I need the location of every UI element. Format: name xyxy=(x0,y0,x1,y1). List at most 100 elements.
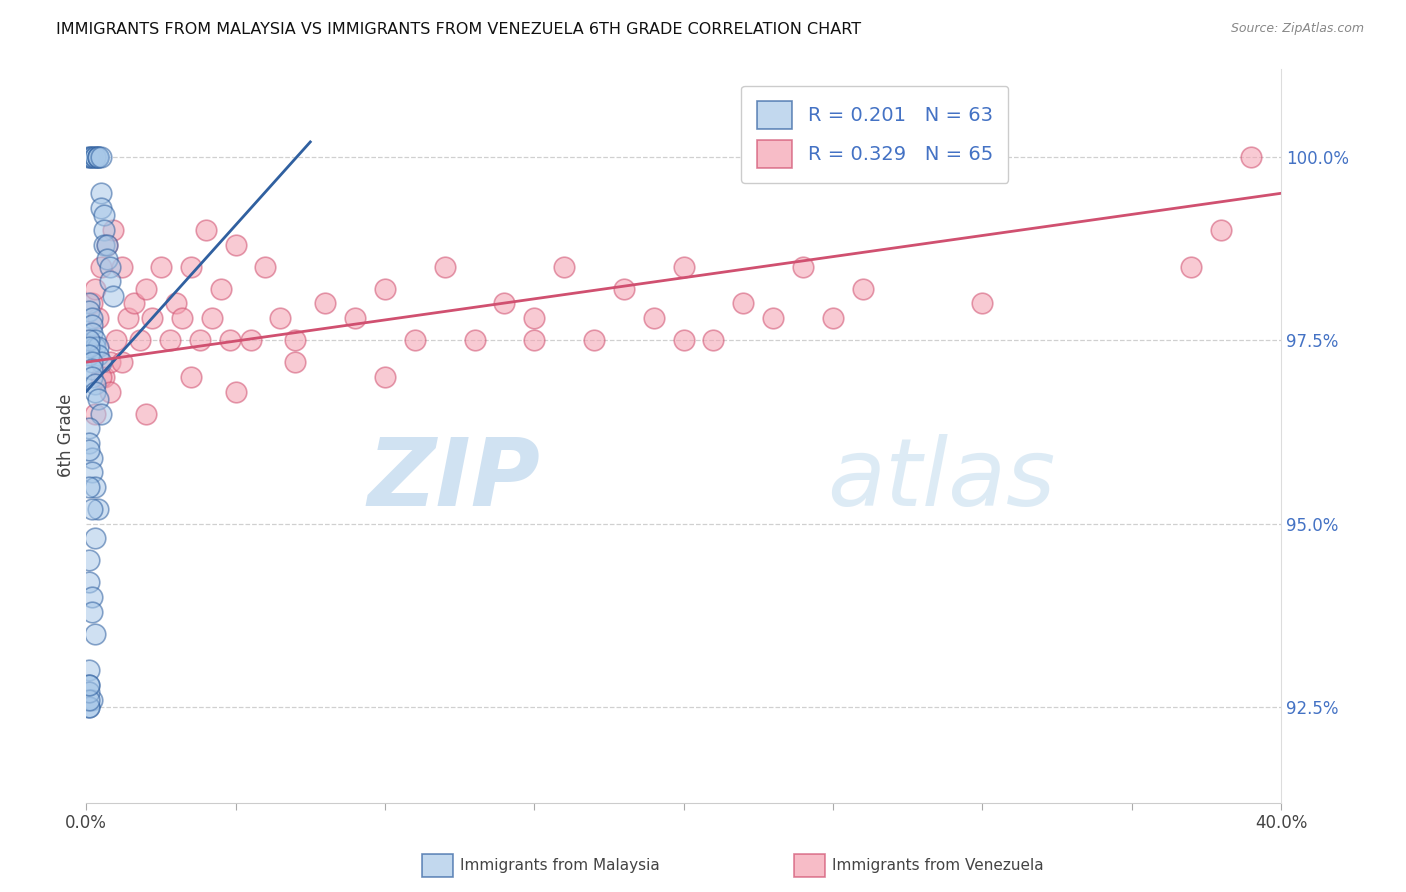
Point xyxy=(84,532,107,546)
Point xyxy=(87,150,110,164)
Point xyxy=(84,333,107,347)
Point xyxy=(82,362,104,376)
Point xyxy=(135,282,157,296)
Point xyxy=(433,260,456,274)
Point xyxy=(201,311,224,326)
Point xyxy=(404,333,426,347)
Text: Immigrants from Malaysia: Immigrants from Malaysia xyxy=(460,858,659,872)
Point xyxy=(101,289,124,303)
Point xyxy=(77,296,100,310)
Point xyxy=(344,311,367,326)
Point xyxy=(84,377,107,392)
Y-axis label: 6th Grade: 6th Grade xyxy=(58,394,75,477)
Point xyxy=(77,700,100,714)
Point xyxy=(98,384,121,399)
Point xyxy=(77,150,100,164)
Text: ZIP: ZIP xyxy=(367,434,540,525)
Point xyxy=(613,282,636,296)
Point xyxy=(523,311,546,326)
Point xyxy=(77,693,100,707)
Point xyxy=(84,282,107,296)
Point xyxy=(1240,150,1263,164)
Point xyxy=(84,341,107,355)
Point xyxy=(77,664,100,678)
Point xyxy=(733,296,755,310)
Point xyxy=(209,282,232,296)
Point xyxy=(84,150,107,164)
Point xyxy=(284,355,307,369)
Text: atlas: atlas xyxy=(827,434,1056,525)
Point xyxy=(87,150,110,164)
Point xyxy=(77,150,100,164)
Point xyxy=(98,260,121,274)
Point xyxy=(90,186,112,201)
Point xyxy=(494,296,516,310)
Point xyxy=(96,252,118,267)
Point xyxy=(141,311,163,326)
Point xyxy=(90,369,112,384)
Point xyxy=(188,333,211,347)
Point xyxy=(553,260,575,274)
Point xyxy=(77,303,100,318)
Point xyxy=(93,369,115,384)
Point xyxy=(122,296,145,310)
Point xyxy=(225,237,247,252)
Point xyxy=(82,150,104,164)
Point xyxy=(762,311,785,326)
Point xyxy=(96,237,118,252)
Point xyxy=(77,341,100,355)
Point xyxy=(77,436,100,450)
Point xyxy=(77,700,100,714)
Point xyxy=(93,237,115,252)
Point xyxy=(643,311,665,326)
Point xyxy=(77,678,100,692)
Legend: R = 0.201   N = 63, R = 0.329   N = 65: R = 0.201 N = 63, R = 0.329 N = 65 xyxy=(741,86,1008,184)
Point xyxy=(84,626,107,640)
Point xyxy=(84,407,107,421)
Point xyxy=(87,150,110,164)
Point xyxy=(672,333,695,347)
Point xyxy=(90,260,112,274)
Point xyxy=(87,348,110,362)
Point xyxy=(77,333,100,347)
Point xyxy=(852,282,875,296)
Point xyxy=(117,311,139,326)
Point xyxy=(77,443,100,458)
Point xyxy=(129,333,152,347)
Point xyxy=(523,333,546,347)
Point xyxy=(82,502,104,516)
Point xyxy=(82,150,104,164)
Point xyxy=(225,384,247,399)
Point xyxy=(464,333,486,347)
Point xyxy=(77,553,100,567)
Point xyxy=(821,311,844,326)
Point xyxy=(98,355,121,369)
Point xyxy=(90,355,112,369)
Point xyxy=(90,201,112,215)
Point xyxy=(87,392,110,406)
Point xyxy=(314,296,336,310)
Point xyxy=(159,333,181,347)
Point xyxy=(77,348,100,362)
Point xyxy=(82,450,104,465)
Point xyxy=(82,296,104,310)
Point xyxy=(77,678,100,692)
Point xyxy=(239,333,262,347)
Text: IMMIGRANTS FROM MALAYSIA VS IMMIGRANTS FROM VENEZUELA 6TH GRADE CORRELATION CHAR: IMMIGRANTS FROM MALAYSIA VS IMMIGRANTS F… xyxy=(56,22,862,37)
Point xyxy=(82,311,104,326)
Point xyxy=(582,333,605,347)
Point xyxy=(1211,223,1233,237)
Point xyxy=(82,605,104,619)
Point xyxy=(374,369,396,384)
Point xyxy=(87,311,110,326)
Point xyxy=(90,407,112,421)
Point xyxy=(82,693,104,707)
Point xyxy=(90,150,112,164)
Point xyxy=(111,355,134,369)
Point xyxy=(77,575,100,590)
Point xyxy=(96,237,118,252)
Point xyxy=(284,333,307,347)
Point xyxy=(1180,260,1202,274)
Point xyxy=(77,333,100,347)
Point xyxy=(84,150,107,164)
